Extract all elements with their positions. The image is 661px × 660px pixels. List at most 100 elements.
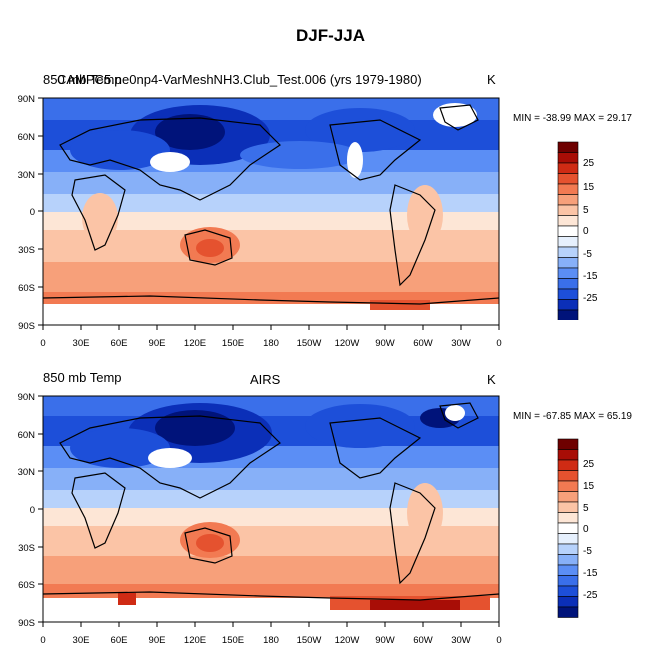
colorbar-label: 5 xyxy=(583,503,589,514)
colorbar-swatch xyxy=(557,236,579,248)
colorbar-label: -15 xyxy=(583,568,598,579)
panel1-lon-label: 60W xyxy=(413,338,433,349)
panel1-lon-label: 30E xyxy=(73,338,90,349)
panel1-colorbar: 25 15 5 0 -5 -15 -25 xyxy=(557,141,598,320)
colorbar-swatch xyxy=(557,152,579,164)
panel2-lon-label: 30E xyxy=(73,635,90,646)
panel2-lat-label: 90S xyxy=(18,618,35,629)
panel2-lon-label: 0 xyxy=(40,635,45,646)
panel2-case-label: AIRS xyxy=(250,372,281,387)
colorbar-swatch xyxy=(557,543,579,555)
colorbar-swatch xyxy=(557,309,579,320)
panel2-colorbar-swatches xyxy=(557,438,579,618)
panel2-lat-label: 60N xyxy=(18,430,36,441)
panel2-lon-label: 90W xyxy=(375,635,395,646)
panel1-lon-label: 150E xyxy=(222,338,244,349)
panel2-lon-label: 150W xyxy=(297,635,322,646)
colorbar-label: -15 xyxy=(583,271,598,282)
panel1-minmax-label: MIN = -38.99 MAX = 29.17 xyxy=(513,113,632,124)
panel1-colorbar-swatches xyxy=(557,141,579,320)
colorbar-swatch xyxy=(557,459,579,471)
colorbar-swatch xyxy=(557,183,579,195)
colorbar-swatch xyxy=(557,470,579,482)
panel1-lat-label: 30N xyxy=(18,170,36,181)
panel1-colorbar-labels: 25 15 5 0 -5 -15 -25 xyxy=(583,158,598,304)
panel1-lat-label: 90S xyxy=(18,321,35,332)
colorbar-swatch xyxy=(557,596,579,608)
panel1-lon-label: 0 xyxy=(40,338,45,349)
panel1-lon-label: 90W xyxy=(375,338,395,349)
panel2-lon-label: 90E xyxy=(149,635,166,646)
colorbar-swatch xyxy=(557,215,579,227)
panel1-lon-label: 60E xyxy=(111,338,128,349)
panel2-contour-field xyxy=(43,396,499,622)
panel1-lat-label: 30S xyxy=(18,245,35,256)
panel1-variable-label: 850 mb Temp xyxy=(43,72,122,87)
panel1-lon-label: 120W xyxy=(335,338,360,349)
panel2-lon-label: 30W xyxy=(451,635,471,646)
colorbar-swatch xyxy=(557,267,579,279)
colorbar-swatch xyxy=(557,257,579,269)
colorbar-swatch xyxy=(557,162,579,174)
panel2-units-label: K xyxy=(487,372,496,387)
panel1-lat-label: 60N xyxy=(18,132,36,143)
panel2-lat-label: 30S xyxy=(18,543,35,554)
panel1-lon-label: 120E xyxy=(184,338,206,349)
panel2-lon-label: 150E xyxy=(222,635,244,646)
colorbar-swatch xyxy=(557,278,579,290)
colorbar-swatch xyxy=(557,449,579,461)
panel1-units-label: K xyxy=(487,72,496,87)
panel2-lat-label: 60S xyxy=(18,580,35,591)
colorbar-label: 5 xyxy=(583,205,589,216)
panel1-lon-label: 90E xyxy=(149,338,166,349)
colorbar-swatch xyxy=(557,554,579,566)
colorbar-label: 0 xyxy=(583,226,589,237)
colorbar-swatch xyxy=(557,564,579,576)
colorbar-label: 15 xyxy=(583,182,595,193)
colorbar-swatch xyxy=(557,480,579,492)
colorbar-swatch xyxy=(557,299,579,311)
panel2-lon-label: 60E xyxy=(111,635,128,646)
panel1-lon-label: 30W xyxy=(451,338,471,349)
panel2-colorbar: 25 15 5 0 -5 -15 -25 xyxy=(557,438,598,618)
colorbar-swatch xyxy=(557,246,579,258)
panel1-lon-label: 180 xyxy=(263,338,279,349)
colorbar-label: 15 xyxy=(583,481,595,492)
colorbar-swatch xyxy=(557,438,579,450)
colorbar-swatch xyxy=(557,522,579,534)
panel2-lon-label: 0 xyxy=(496,635,501,646)
colorbar-swatch xyxy=(557,288,579,300)
colorbar-swatch xyxy=(557,491,579,503)
colorbar-swatch xyxy=(557,173,579,185)
colorbar-label: -25 xyxy=(583,293,598,304)
panel2-lat-label: 30N xyxy=(18,467,36,478)
colorbar-swatch xyxy=(557,606,579,618)
panel2-colorbar-labels: 25 15 5 0 -5 -15 -25 xyxy=(583,459,598,601)
colorbar-label: -5 xyxy=(583,546,592,557)
panel1-contour-field xyxy=(43,98,499,325)
panel1-lat-label: 0 xyxy=(30,207,35,218)
colorbar-swatch xyxy=(557,501,579,513)
colorbar-swatch xyxy=(557,204,579,216)
panel2-map: 90N 60N 30N 0 30S 60S 90S 0 30E 60E 90E … xyxy=(18,392,502,646)
panel2-lon-label: 180 xyxy=(263,635,279,646)
panel2-lon-label: 120W xyxy=(335,635,360,646)
colorbar-swatch xyxy=(557,194,579,206)
panel1-map: 90N 60N 30N 0 30S 60S 90S 0 30E 60E 90E … xyxy=(18,94,502,349)
panel1-lon-label: 0 xyxy=(496,338,501,349)
panel2-lat-label: 90N xyxy=(18,392,36,403)
figure-title: DJF-JJA xyxy=(296,26,365,45)
panel2-lat-label: 0 xyxy=(30,505,35,516)
panel2-lon-label: 60W xyxy=(413,635,433,646)
panel2-variable-label: 850 mb Temp xyxy=(43,370,122,385)
colorbar-swatch xyxy=(557,512,579,524)
colorbar-label: 0 xyxy=(583,524,589,535)
colorbar-swatch xyxy=(557,533,579,545)
colorbar-label: -25 xyxy=(583,590,598,601)
colorbar-swatch xyxy=(557,585,579,597)
panel2-minmax-label: MIN = -67.85 MAX = 65.19 xyxy=(513,411,632,422)
panel1-lon-label: 150W xyxy=(297,338,322,349)
colorbar-swatch xyxy=(557,575,579,587)
panel1-case-label: CAMPC5.ne0np4-VarMeshNH3.Club_Test.006 (… xyxy=(57,72,422,87)
panel2-lon-label: 120E xyxy=(184,635,206,646)
